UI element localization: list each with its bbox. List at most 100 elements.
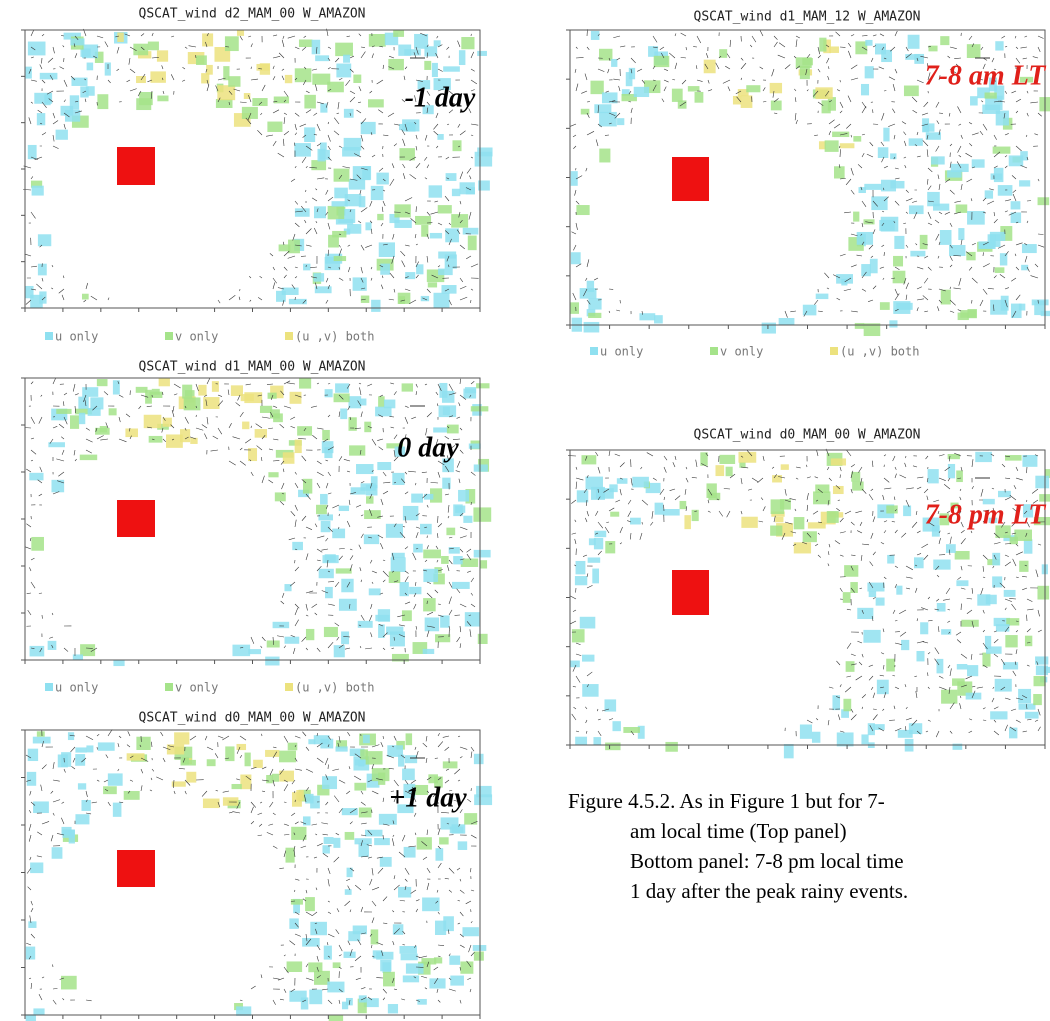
wind-vector (889, 77, 895, 80)
wind-vector (851, 522, 855, 525)
wind-vector (840, 684, 841, 687)
wind-vector (1013, 671, 1016, 676)
shading (1018, 689, 1031, 703)
wind-vector (284, 131, 289, 135)
wind-vector (460, 297, 467, 300)
shading (290, 392, 302, 404)
shading (1004, 590, 1016, 597)
shading (260, 406, 272, 413)
wind-vector (427, 412, 432, 417)
shading (33, 737, 51, 744)
wind-vector (836, 661, 840, 665)
wind-vector (818, 55, 821, 58)
wind-vector (370, 632, 372, 637)
wind-vector (207, 378, 210, 384)
wind-vector (572, 533, 576, 534)
wind-vector (937, 306, 939, 311)
wind-vector (425, 178, 427, 179)
wind-vector (427, 212, 430, 216)
wind-vector (598, 522, 603, 528)
wind-vector (399, 625, 405, 626)
wind-vector (708, 511, 711, 512)
wind-vector (348, 941, 350, 945)
wind-vector (216, 790, 218, 791)
shading (70, 95, 79, 109)
wind-vector (196, 428, 203, 430)
wind-vector (847, 609, 851, 610)
shading (320, 103, 327, 112)
wind-vector (283, 139, 284, 146)
shading (399, 946, 416, 954)
wind-vector (576, 201, 579, 204)
wind-vector (575, 520, 576, 522)
wind-vector (576, 223, 578, 230)
shading (889, 320, 897, 327)
shading (741, 517, 757, 528)
wind-vector (915, 243, 917, 245)
shading (304, 95, 315, 109)
wind-vector (304, 220, 306, 223)
wind-vector (675, 33, 676, 36)
wind-vector (950, 256, 953, 261)
shading (1035, 656, 1048, 664)
wind-vector (427, 612, 433, 615)
wind-vector (938, 175, 939, 179)
shading (328, 235, 339, 248)
shading (353, 277, 367, 290)
wind-vector (630, 533, 631, 539)
wind-vector (434, 131, 438, 135)
shading (182, 385, 192, 399)
shading (610, 512, 619, 517)
wind-vector (881, 245, 884, 247)
wind-vector (926, 456, 928, 459)
wind-vector (419, 956, 427, 958)
wind-vector (460, 756, 462, 758)
shading (816, 294, 829, 299)
wind-vector (1013, 190, 1016, 193)
shading (328, 206, 345, 219)
shading (324, 627, 338, 637)
wind-vector (326, 278, 328, 282)
shading (82, 294, 89, 300)
wind-vector (321, 823, 328, 824)
shading (376, 173, 388, 185)
wind-vector (171, 36, 174, 37)
shading (986, 646, 1002, 653)
wind-vector (416, 275, 419, 278)
wind-vector (585, 278, 587, 281)
wind-vector (173, 780, 174, 788)
wind-vector (619, 86, 620, 91)
shading (878, 147, 889, 158)
wind-vector (104, 391, 108, 395)
wind-vector (350, 91, 355, 94)
wind-vector (585, 74, 587, 80)
panel-label: +1 day (389, 782, 467, 813)
wind-vector (218, 736, 223, 738)
wind-vector (438, 223, 442, 225)
shading (1014, 530, 1032, 541)
caption-line: am local time (Top panel) (630, 819, 847, 843)
wind-vector (961, 566, 962, 570)
wind-vector (1016, 720, 1021, 723)
wind-vector (267, 384, 273, 385)
wind-vector (437, 989, 438, 993)
wind-vector (202, 791, 207, 797)
wind-vector (27, 593, 31, 594)
wind-vector (949, 113, 950, 116)
wind-vector (182, 80, 185, 81)
wind-vector (427, 165, 429, 168)
shading (80, 455, 97, 461)
wind-vector (828, 76, 829, 80)
wind-vector (994, 720, 996, 722)
wind-vector (615, 500, 620, 502)
wind-vector (306, 553, 308, 560)
wind-vector (108, 80, 111, 83)
wind-vector (730, 40, 731, 47)
wind-vector (205, 736, 207, 740)
wind-vector (104, 780, 108, 782)
wind-vector (416, 391, 417, 395)
wind-vector (966, 676, 972, 679)
wind-vector (427, 593, 432, 598)
shading (473, 507, 491, 521)
shading (465, 612, 480, 626)
